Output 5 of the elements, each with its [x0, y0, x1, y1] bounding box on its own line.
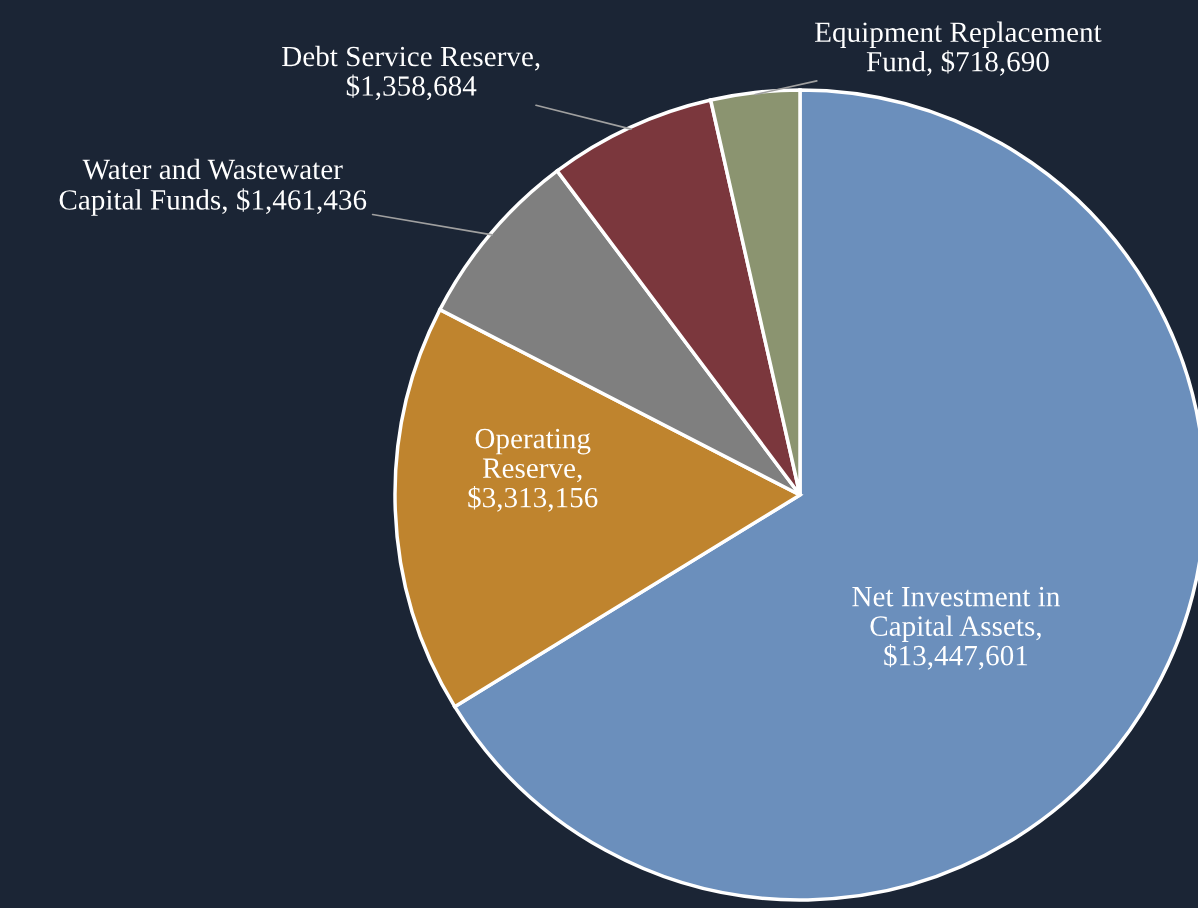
slice-label: Net Investment in Capital Assets, $13,447,601	[852, 586, 1060, 670]
slice-label: Equipment Replacement Fund, $718,690	[815, 21, 1102, 76]
slice-label: Debt Service Reserve, $1,358,684	[282, 45, 540, 101]
slice-label: Operating Reserve, $3,313,156	[468, 428, 598, 512]
slice-label: Water and Wastewater Capital Funds, $1,461,436	[59, 158, 367, 216]
